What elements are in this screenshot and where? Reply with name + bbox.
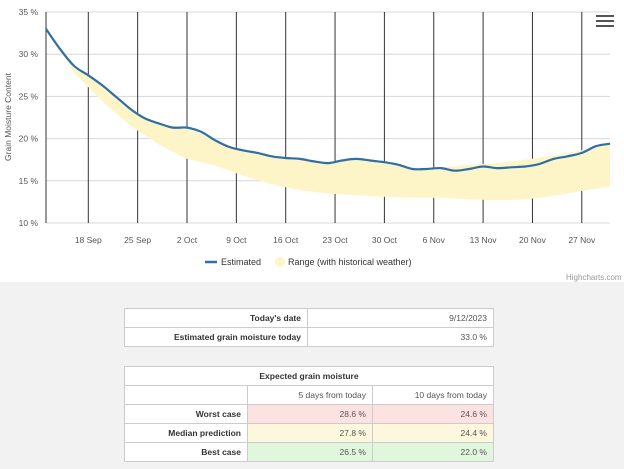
- chart-container: 10 % 15 % 20 % 25 % 30 % 35 % 18 Sep 25 Sep 2 Oc…: [3, 7, 622, 282]
- estimated-moisture-label: Estimated grain moisture today: [124, 327, 308, 347]
- estimated-line[interactable]: [45, 28, 611, 172]
- best-case-label: Best case: [124, 442, 248, 462]
- y-tick-label: 20 %: [19, 134, 39, 144]
- x-tick-label: 23 Oct: [323, 235, 349, 245]
- x-tick-label: 9 Oct: [226, 235, 247, 245]
- y-tick-label: 35 %: [19, 7, 39, 17]
- x-tick-label: 30 Oct: [372, 235, 398, 245]
- median-prediction-10d: 24.4 %: [372, 423, 494, 443]
- x-tick-label: 16 Oct: [273, 235, 299, 245]
- y-tick-label: 15 %: [19, 176, 39, 186]
- col-5-days: 5 days from today: [247, 385, 373, 405]
- legend-estimated-label[interactable]: Estimated: [221, 257, 261, 267]
- x-tick-label: 18 Sep: [75, 235, 102, 245]
- best-case-10d: 22.0 %: [372, 442, 494, 462]
- x-tick-label: 20 Nov: [519, 235, 547, 245]
- y-tick-label: 30 %: [19, 49, 39, 59]
- best-case-5d: 26.5 %: [247, 442, 373, 462]
- worst-case-10d: 24.6 %: [372, 404, 494, 424]
- x-tick-label: 13 Nov: [470, 235, 498, 245]
- estimated-moisture-value: 33.0 %: [307, 327, 494, 347]
- y-tick-label: 10 %: [19, 218, 39, 228]
- today-date-value: 9/12/2023: [307, 308, 494, 328]
- expected-moisture-table: Expected grain moisture 5 days from toda…: [124, 366, 494, 462]
- moisture-chart: 10 % 15 % 20 % 25 % 30 % 35 % 18 Sep 25 Sep 2 Oc…: [3, 7, 611, 267]
- median-prediction-label: Median prediction: [124, 423, 248, 443]
- col-10-days: 10 days from today: [372, 385, 494, 405]
- legend-range-swatch: [275, 257, 285, 267]
- x-tick-label: 25 Sep: [124, 235, 151, 245]
- credits-link[interactable]: Highcharts.com: [566, 273, 622, 282]
- legend: Estimated Range (with historical weather…: [205, 257, 412, 267]
- x-tick-label: 27 Nov: [568, 235, 596, 245]
- worst-case-5d: 28.6 %: [247, 404, 373, 424]
- legend-range-label[interactable]: Range (with historical weather): [288, 257, 412, 267]
- chart-menu-icon[interactable]: [596, 12, 614, 28]
- y-tick-label: 25 %: [19, 91, 39, 101]
- today-table: Today's date 9/12/2023 Estimated grain m…: [124, 308, 494, 347]
- y-axis-title: Grain Moisture Content: [3, 72, 13, 161]
- range-band[interactable]: [46, 28, 610, 201]
- expected-moisture-title: Expected grain moisture: [124, 366, 494, 386]
- x-tick-label: 6 Nov: [423, 235, 446, 245]
- median-prediction-5d: 27.8 %: [247, 423, 373, 443]
- worst-case-label: Worst case: [124, 404, 248, 424]
- today-date-label: Today's date: [124, 308, 308, 328]
- empty-header-cell: [124, 385, 248, 405]
- x-tick-label: 2 Oct: [177, 235, 198, 245]
